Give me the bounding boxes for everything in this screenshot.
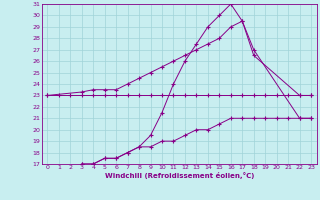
X-axis label: Windchill (Refroidissement éolien,°C): Windchill (Refroidissement éolien,°C) (105, 172, 254, 179)
